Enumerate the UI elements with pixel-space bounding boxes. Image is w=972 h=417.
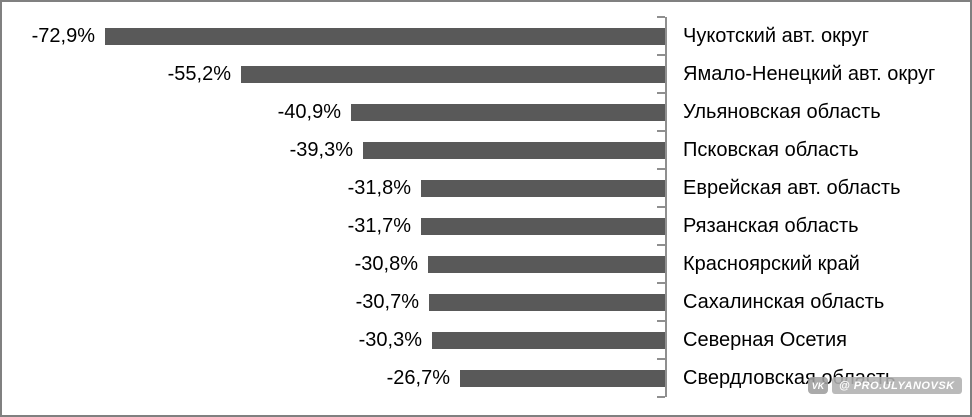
y-axis-tick	[657, 320, 665, 322]
value-label: -40,9%	[277, 101, 341, 123]
watermark: VK @ PRO.ULYANOVSK	[808, 377, 962, 394]
y-axis-tick	[657, 16, 665, 18]
value-label: -30,3%	[358, 329, 422, 351]
bar	[432, 331, 665, 349]
bar	[241, 65, 665, 83]
value-label: -30,7%	[355, 291, 419, 313]
y-axis-tick	[657, 282, 665, 284]
y-axis-tick	[657, 168, 665, 170]
category-label: Ульяновская область	[683, 101, 881, 123]
y-axis-tick	[657, 396, 665, 398]
category-label: Рязанская область	[683, 215, 859, 237]
y-axis-tick	[657, 206, 665, 208]
bar	[363, 141, 665, 159]
category-label: Сахалинская область	[683, 291, 885, 313]
value-label: -39,3%	[289, 139, 353, 161]
category-label: Псковская область	[683, 139, 859, 161]
value-label: -26,7%	[386, 367, 450, 389]
vk-icon: VK	[808, 377, 828, 394]
bar	[429, 293, 665, 311]
y-axis-line	[665, 17, 667, 397]
category-label: Еврейская авт. область	[683, 177, 901, 199]
y-axis-tick	[657, 130, 665, 132]
bar	[351, 103, 665, 121]
y-axis-tick	[657, 244, 665, 246]
bar	[105, 27, 665, 45]
watermark-text: @ PRO.ULYANOVSK	[832, 377, 962, 394]
value-label: -72,9%	[31, 25, 95, 47]
category-label: Северная Осетия	[683, 329, 847, 351]
value-label: -31,8%	[347, 177, 411, 199]
bar	[460, 369, 665, 387]
bar	[421, 179, 665, 197]
bar	[421, 217, 665, 235]
y-axis-tick	[657, 92, 665, 94]
bar	[428, 255, 665, 273]
category-label: Чукотский авт. округ	[683, 25, 870, 47]
y-axis-tick	[657, 358, 665, 360]
category-label: Ямало-Ненецкий авт. округ	[683, 63, 936, 85]
y-axis-tick	[657, 54, 665, 56]
value-label: -55,2%	[167, 63, 231, 85]
value-label: -30,8%	[354, 253, 418, 275]
category-label: Красноярский край	[683, 253, 860, 275]
value-label: -31,7%	[347, 215, 411, 237]
